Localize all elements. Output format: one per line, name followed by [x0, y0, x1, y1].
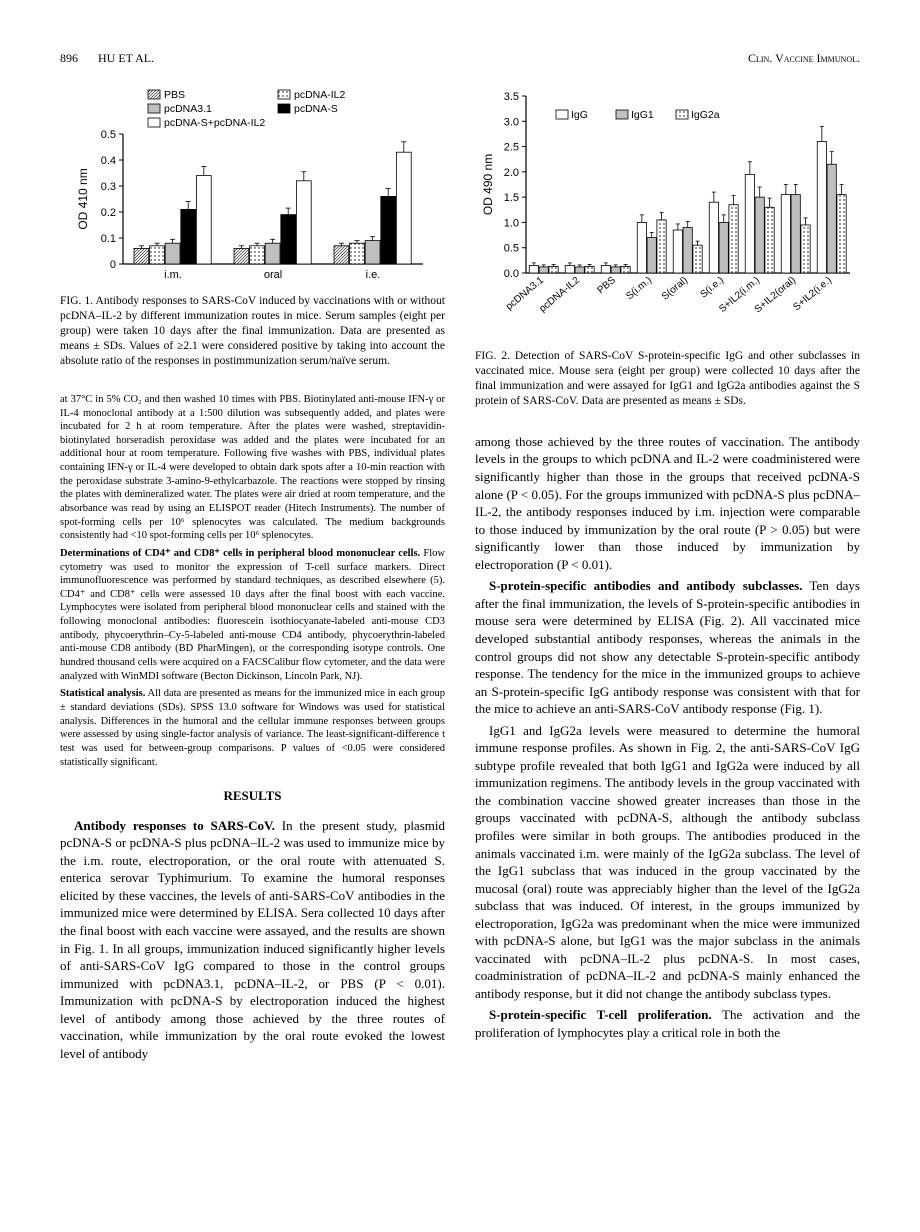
svg-text:0.4: 0.4 — [100, 155, 115, 167]
svg-text:i.m.: i.m. — [164, 269, 182, 281]
svg-text:IgG: IgG — [571, 109, 588, 121]
svg-text:OD 410 nm: OD 410 nm — [76, 169, 90, 230]
svg-text:S(i.m.): S(i.m.) — [624, 275, 654, 302]
methods-text-3: All data are presented as means for the … — [60, 688, 445, 767]
svg-text:2.5: 2.5 — [503, 142, 518, 154]
figure-2-caption: FIG. 2. Detection of SARS-CoV S-protein-… — [475, 349, 860, 409]
svg-text:pcDNA-S: pcDNA-S — [294, 103, 338, 115]
svg-text:i.e.: i.e. — [365, 269, 380, 281]
page-number: 896 — [60, 50, 78, 66]
methods-para-2: Determinations of CD4⁺ and CD8⁺ cells in… — [60, 547, 445, 683]
methods-section: at 37°C in 5% CO₂ and then washed 10 tim… — [60, 393, 445, 769]
methods-text-2: Flow cytometry was used to monitor the e… — [60, 548, 445, 682]
results-head-1: Antibody responses to SARS-CoV. — [74, 818, 275, 833]
svg-text:PBS: PBS — [595, 275, 618, 297]
svg-text:PBS: PBS — [164, 89, 185, 101]
header-journal: Clin. Vaccine Immunol. — [748, 50, 860, 66]
figure-2-chart: 0.00.51.01.52.02.53.03.5OD 490 nmpcDNA3.… — [475, 86, 860, 341]
svg-text:0.0: 0.0 — [503, 268, 518, 280]
svg-text:S(oral): S(oral) — [659, 275, 689, 303]
methods-head-3: Statistical analysis. — [60, 688, 145, 699]
svg-text:pcDNA-S+pcDNA-IL2: pcDNA-S+pcDNA-IL2 — [164, 117, 265, 129]
svg-text:1.5: 1.5 — [503, 192, 518, 204]
results-text-left: Antibody responses to SARS-CoV. In the p… — [60, 817, 445, 1063]
header-authors: HU ET AL. — [98, 50, 154, 66]
svg-text:oral: oral — [263, 269, 281, 281]
methods-para-3: Statistical analysis. All data are prese… — [60, 687, 445, 769]
right-column: 0.00.51.01.52.02.53.03.5OD 490 nmpcDNA3.… — [475, 86, 860, 1066]
svg-text:IgG1: IgG1 — [631, 109, 654, 121]
results-head-3: S-protein-specific T-cell proliferation. — [489, 1007, 712, 1022]
results-heading: RESULTS — [60, 787, 445, 805]
svg-text:1.0: 1.0 — [503, 218, 518, 230]
svg-text:0.5: 0.5 — [503, 243, 518, 255]
svg-text:3.5: 3.5 — [503, 91, 518, 103]
svg-text:2.0: 2.0 — [503, 167, 518, 179]
svg-text:IgG2a: IgG2a — [691, 109, 720, 121]
results-para-3: S-protein-specific antibodies and antibo… — [475, 577, 860, 717]
results-text-right: among those achieved by the three routes… — [475, 433, 860, 1042]
results-text-3: Ten days after the final immunization, t… — [475, 578, 860, 716]
results-para-5: S-protein-specific T-cell proliferation.… — [475, 1006, 860, 1041]
left-column: 0 0.1 0.2 0.3 0.4 0.5 OD 410 nm i.m. oral i.e. PBS… — [60, 86, 445, 1066]
figure-1-caption: FIG. 1. Antibody responses to SARS-CoV i… — [60, 294, 445, 369]
svg-text:S(i.e.): S(i.e.) — [698, 275, 726, 301]
svg-text:0.3: 0.3 — [100, 181, 115, 193]
svg-text:3.0: 3.0 — [503, 116, 518, 128]
results-para-2: among those achieved by the three routes… — [475, 433, 860, 573]
results-para-4: IgG1 and IgG2a levels were measured to d… — [475, 722, 860, 1003]
svg-text:pcDNA-IL2: pcDNA-IL2 — [537, 275, 582, 315]
svg-text:pcDNA3.1: pcDNA3.1 — [164, 103, 212, 115]
svg-text:S+IL2(i.e.): S+IL2(i.e.) — [791, 275, 834, 313]
svg-text:pcDNA-IL2: pcDNA-IL2 — [294, 89, 346, 101]
svg-text:0.2: 0.2 — [100, 207, 115, 219]
svg-text:0.1: 0.1 — [100, 233, 115, 245]
page-header: 896 HU ET AL. Clin. Vaccine Immunol. — [60, 50, 860, 66]
figure-1-chart: 0 0.1 0.2 0.3 0.4 0.5 OD 410 nm i.m. oral i.e. PBS… — [60, 86, 445, 286]
svg-text:OD 490 nm: OD 490 nm — [481, 154, 495, 215]
results-head-2: S-protein-specific antibodies and antibo… — [489, 578, 802, 593]
svg-text:0.5: 0.5 — [100, 129, 115, 141]
methods-head-2: Determinations of CD4⁺ and CD8⁺ cells in… — [60, 548, 420, 559]
results-text-1: In the present study, plasmid pcDNA-S or… — [60, 818, 445, 1061]
svg-text:0: 0 — [109, 259, 115, 271]
results-para-1: Antibody responses to SARS-CoV. In the p… — [60, 817, 445, 1063]
methods-para-1: at 37°C in 5% CO₂ and then washed 10 tim… — [60, 393, 445, 543]
